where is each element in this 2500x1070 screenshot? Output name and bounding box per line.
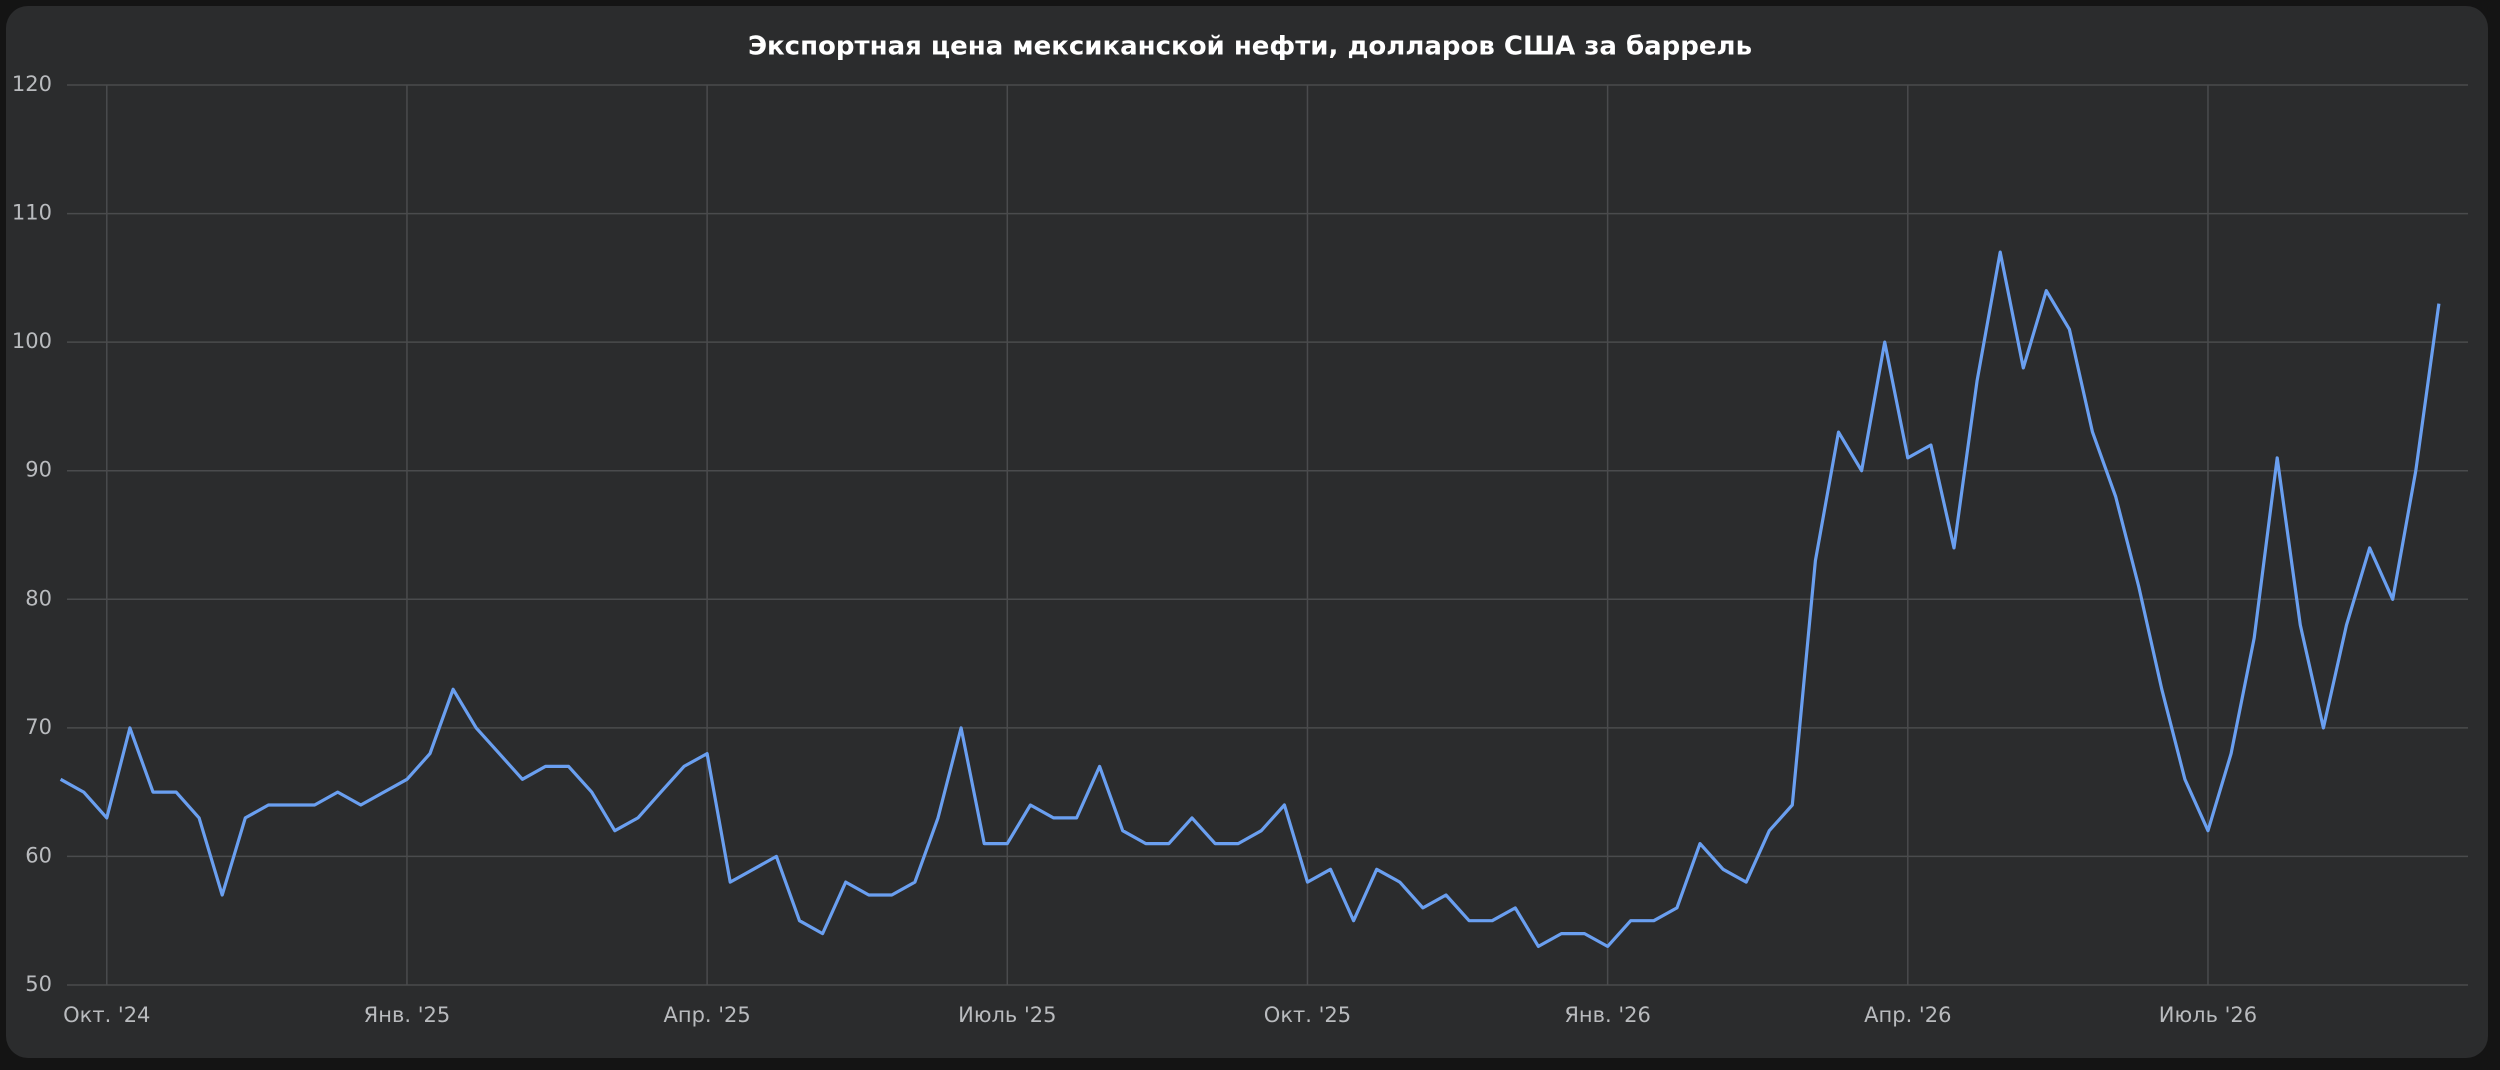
x-tick-label: Окт. '24 [63,1003,150,1027]
y-tick-label: 100 [12,329,52,353]
y-tick-label: 70 [25,715,52,739]
y-tick-label: 50 [25,972,52,996]
y-tick-label: 120 [12,72,52,96]
chart-card [6,6,2488,1058]
x-tick-label: Июль '26 [2159,1003,2257,1027]
y-tick-label: 80 [25,586,52,610]
y-tick-label: 90 [25,458,52,482]
y-tick-label: 60 [25,843,52,867]
x-tick-label: Июль '25 [958,1003,1056,1027]
x-tick-label: Апр. '26 [1864,1003,1951,1027]
chart-title: Экспортная цена мексиканской нефти, долл… [748,32,1752,62]
x-tick-label: Янв. '26 [1564,1003,1651,1027]
x-tick-label: Окт. '25 [1264,1003,1351,1027]
x-tick-label: Янв. '25 [364,1003,451,1027]
price-line [59,250,2441,948]
y-tick-label: 110 [12,201,52,225]
x-tick-label: Апр. '25 [663,1003,750,1027]
